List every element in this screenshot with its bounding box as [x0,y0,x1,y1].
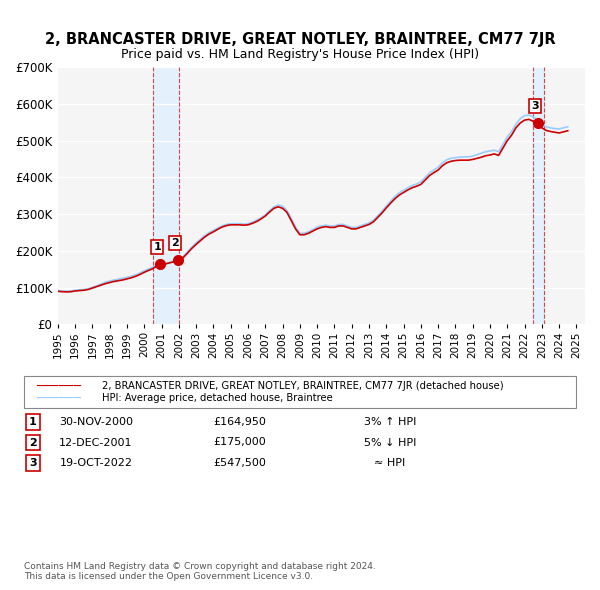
Bar [533,67,544,324]
Text: 12-DEC-2001: 12-DEC-2001 [59,438,133,447]
Text: £547,500: £547,500 [214,458,266,468]
Bar [153,67,179,324]
Text: Contains HM Land Registry data © Crown copyright and database right 2024.: Contains HM Land Registry data © Crown c… [24,562,376,571]
Text: ──────: ────── [36,380,81,393]
Text: ≈ HPI: ≈ HPI [374,458,406,468]
Text: 3: 3 [532,101,539,112]
Text: 19-OCT-2022: 19-OCT-2022 [59,458,133,468]
Text: 1: 1 [29,417,37,427]
Text: 30-NOV-2000: 30-NOV-2000 [59,417,133,427]
Text: 2, BRANCASTER DRIVE, GREAT NOTLEY, BRAINTREE, CM77 7JR: 2, BRANCASTER DRIVE, GREAT NOTLEY, BRAIN… [44,32,556,47]
Text: 3: 3 [29,458,37,468]
Text: £175,000: £175,000 [214,438,266,447]
Text: HPI: Average price, detached house, Braintree: HPI: Average price, detached house, Brai… [102,394,333,403]
Text: ──────: ────── [36,380,81,393]
Text: 2: 2 [29,438,37,447]
Text: £164,950: £164,950 [214,417,266,427]
Text: HPI: Average price, detached house, Braintree: HPI: Average price, detached house, Brai… [102,394,333,403]
Text: This data is licensed under the Open Government Licence v3.0.: This data is licensed under the Open Gov… [24,572,313,581]
Text: 3% ↑ HPI: 3% ↑ HPI [364,417,416,427]
Text: ──────: ────── [36,392,81,405]
Text: 1: 1 [154,242,161,252]
Text: Price paid vs. HM Land Registry's House Price Index (HPI): Price paid vs. HM Land Registry's House … [121,48,479,61]
Text: 2, BRANCASTER DRIVE, GREAT NOTLEY, BRAINTREE, CM77 7JR (detached house): 2, BRANCASTER DRIVE, GREAT NOTLEY, BRAIN… [102,382,503,391]
Text: 5% ↓ HPI: 5% ↓ HPI [364,438,416,447]
Text: 2: 2 [171,238,179,248]
Text: ──────: ────── [36,392,81,405]
Text: 2, BRANCASTER DRIVE, GREAT NOTLEY, BRAINTREE, CM77 7JR (detached house): 2, BRANCASTER DRIVE, GREAT NOTLEY, BRAIN… [102,382,503,391]
